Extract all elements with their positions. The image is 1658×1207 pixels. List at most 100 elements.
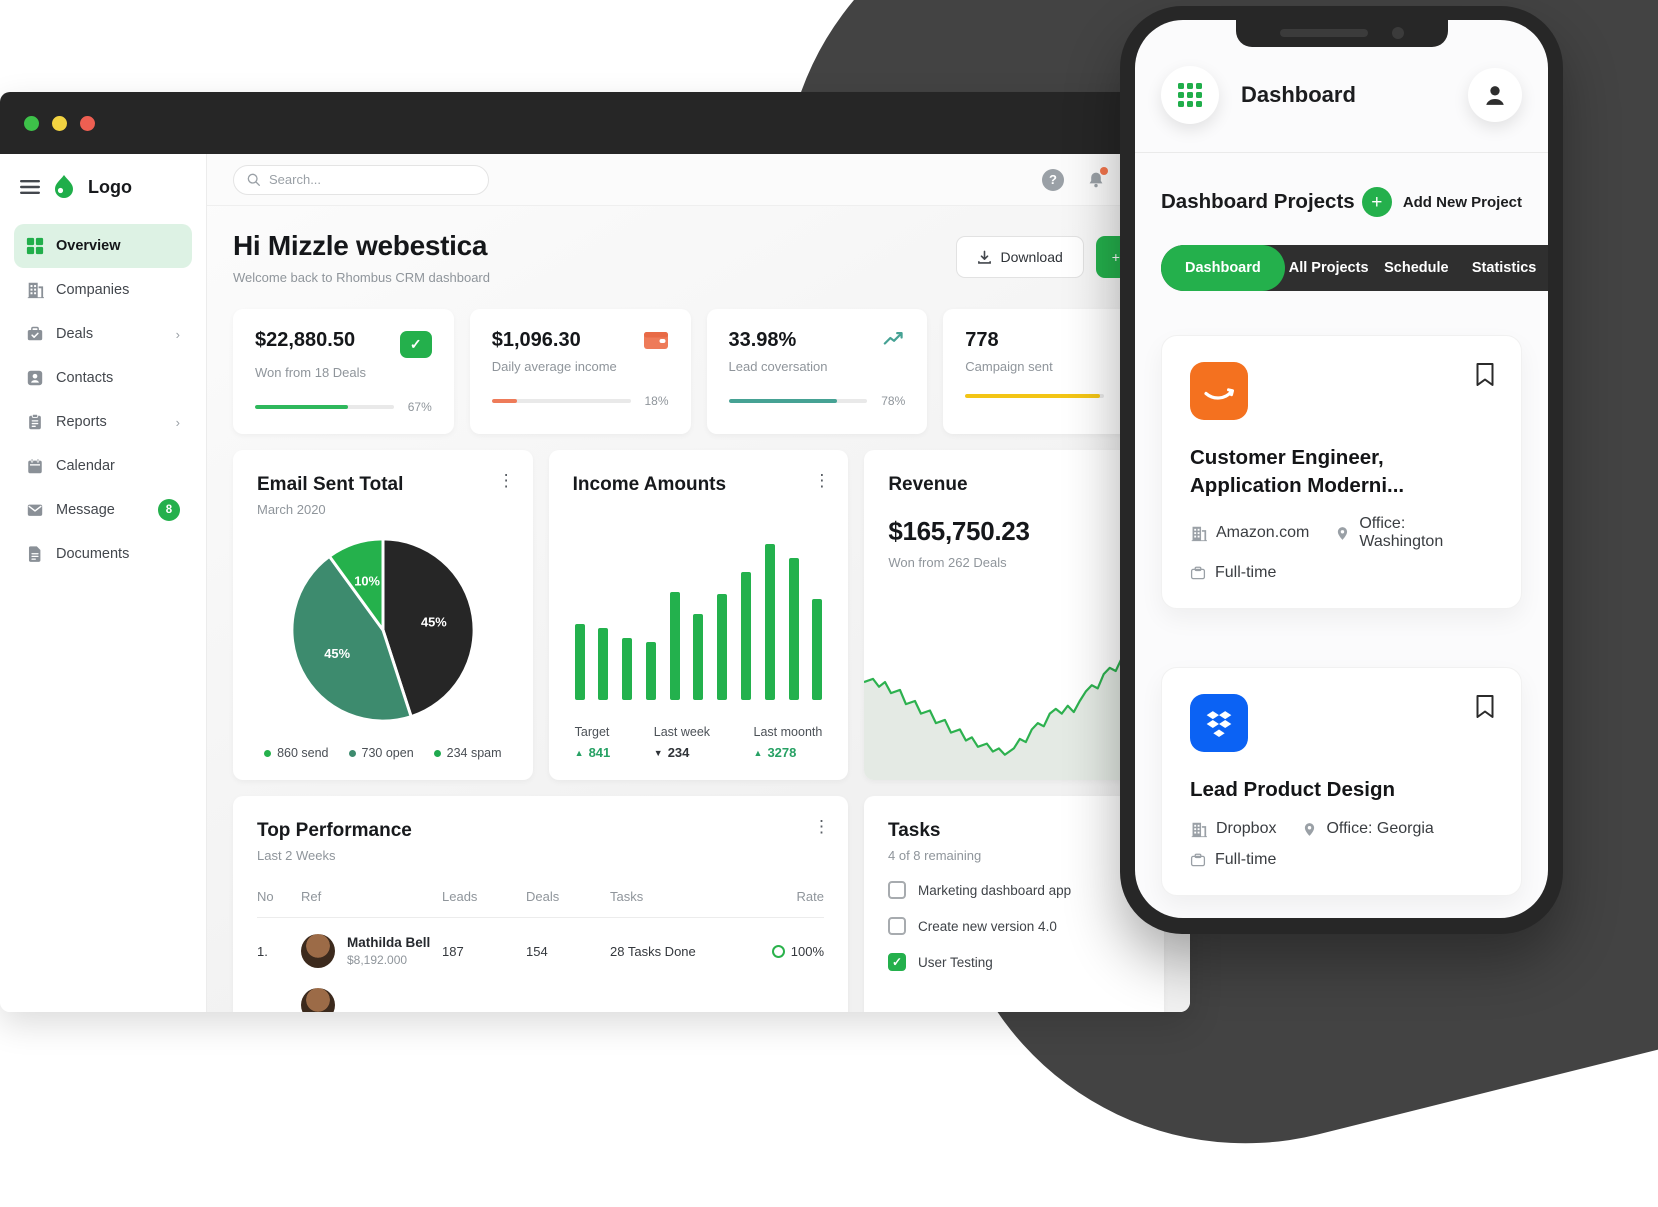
tasks-card: Tasks 4 of 8 remaining ✓ Marketing dashb… [864,796,1164,1012]
notification-dot [1100,166,1108,175]
income-bar [812,598,823,700]
deals-value: 154 [526,943,548,959]
trend-up-icon [883,332,903,345]
briefcase-icon [26,325,44,343]
app-logo-label: Logo [88,176,132,197]
traffic-light-red[interactable] [80,115,95,131]
dropbox-logo-icon [1190,694,1248,753]
traffic-light-yellow[interactable] [52,115,67,131]
sidebar-item-label: Documents [56,546,130,562]
check-icon: ✓ [891,955,903,969]
pie-slice [290,554,413,723]
charts-row: Email Sent Total March 2020 ⋮ 45% 45% 10% … [233,450,1164,780]
sidebar-item-message[interactable]: Message 8 [14,488,192,532]
person-name: Mathilda Bell [347,935,431,950]
bookmark-button[interactable] [1475,362,1495,387]
building-icon [1191,526,1207,541]
tab-schedule[interactable]: Schedule [1384,260,1449,276]
task-item[interactable]: ✓ User Testing [888,953,1140,971]
job-card[interactable]: Lead Product Design Dropbox Office: Geor… [1161,667,1522,897]
stat-card-lead-conversion: 33.98% Lead coversation 78% [706,309,928,434]
sidebar-item-documents[interactable]: Documents [14,532,192,576]
bookmark-icon [1476,363,1494,386]
rate-value: 100% [790,943,824,959]
revenue-area-fill [864,626,1164,780]
tab-statistics[interactable]: Statistics [1471,260,1537,276]
card-title: Income Amounts [572,474,727,495]
sidebar-item-overview[interactable]: Overview [14,224,192,268]
notifications-button[interactable] [1086,166,1108,190]
legend-dot [348,749,356,757]
bookmark-button[interactable] [1475,694,1495,719]
search-box [233,164,489,195]
profile-button[interactable] [1468,68,1522,122]
chevron-right-icon: › [175,326,180,342]
sidebar-item-calendar[interactable]: Calendar [14,444,192,488]
pie-slice-label: 45% [324,646,350,661]
bottom-row: Top Performance Last 2 Weeks ⋮ No Ref Le… [233,796,1164,1012]
email-sent-card: Email Sent Total March 2020 ⋮ 45% 45% 10% … [233,450,533,780]
checkbox[interactable]: ✓ [888,881,906,899]
checkbox[interactable]: ✓ [888,953,906,971]
progress-track [491,399,631,403]
checkbox[interactable]: ✓ [888,917,906,935]
kebab-menu-button[interactable]: ⋮ [813,817,830,836]
income-bar [622,637,633,700]
grid-icon [1178,83,1202,107]
calendar-icon [26,457,44,475]
kebab-menu-button[interactable]: ⋮ [497,471,515,490]
income-bar [764,544,775,700]
page-subtitle: Welcome back to Rhombus CRM dashboard [233,270,490,285]
down-arrow-icon [654,748,663,758]
job-card[interactable]: Customer Engineer, Application Moderni..… [1161,335,1522,610]
dashboard-content: Hi Mizzle webestica Welcome back to Rhom… [207,206,1190,1012]
apps-grid-button[interactable] [1161,66,1219,124]
income-amounts-card: Income Amounts ⋮ Target 841 Last week 23… [548,450,849,780]
task-item[interactable]: ✓ Create new version 4.0 [888,917,1140,935]
phone-app-title: Dashboard [1241,82,1356,107]
revenue-line-chart [864,625,1164,780]
company-item: Amazon.com [1190,524,1309,542]
kebab-menu-button[interactable]: ⋮ [813,471,831,490]
progress-track [728,399,868,403]
plus-icon: + [1361,187,1392,217]
table-row[interactable]: 1. Mathilda Bell $8,192.000 187 154 28 T… [257,934,824,968]
top-performance-card: Top Performance Last 2 Weeks ⋮ No Ref Le… [233,796,848,1012]
task-item[interactable]: ✓ Marketing dashboard app [888,881,1140,899]
app-logo-icon [51,174,77,200]
tab-dashboard[interactable]: Dashboard [1161,245,1285,291]
sidebar-item-companies[interactable]: Companies [14,268,192,312]
sidebar-item-contacts[interactable]: Contacts [14,356,192,400]
progress-percent: 78% [881,394,906,408]
table-row-partial[interactable] [257,988,824,1012]
traffic-light-green[interactable] [24,115,39,131]
help-button[interactable]: ? [1042,168,1064,191]
tab-all-projects[interactable]: All Projects [1288,260,1369,276]
wallet-icon [643,332,668,349]
hamburger-menu-button[interactable] [20,179,40,195]
sidebar-item-reports[interactable]: Reports › [14,400,192,444]
revenue-value: $165,750.23 [888,516,1030,546]
job-title: Customer Engineer, Application Moderni..… [1190,446,1405,497]
chevron-right-icon: › [175,414,180,430]
pie-slice [327,537,385,632]
sidebar-item-label: Deals [56,326,94,342]
message-count-badge: 8 [158,499,180,521]
search-input[interactable] [269,172,476,187]
pie-slice-label: 10% [354,573,380,588]
legend-item: 730 open [348,746,414,760]
legend-item: 234 spam [433,746,502,760]
progress-fill [491,399,517,403]
briefcase-icon [1190,566,1206,580]
income-stat-target: Target 841 [575,725,611,760]
sidebar-item-label: Companies [56,282,130,298]
phone-notch [1235,20,1448,47]
card-subtitle: Last 2 Weeks [257,848,336,863]
add-new-project-button[interactable]: + Add New Project [1361,187,1522,217]
download-button[interactable]: Download [955,236,1084,278]
projects-section-header: Dashboard Projects + Add New Project [1161,187,1522,217]
bookmark-icon [1476,695,1494,719]
sidebar-item-deals[interactable]: Deals › [14,312,192,356]
hamburger-icon [20,180,40,194]
progress-fill [965,394,1100,398]
